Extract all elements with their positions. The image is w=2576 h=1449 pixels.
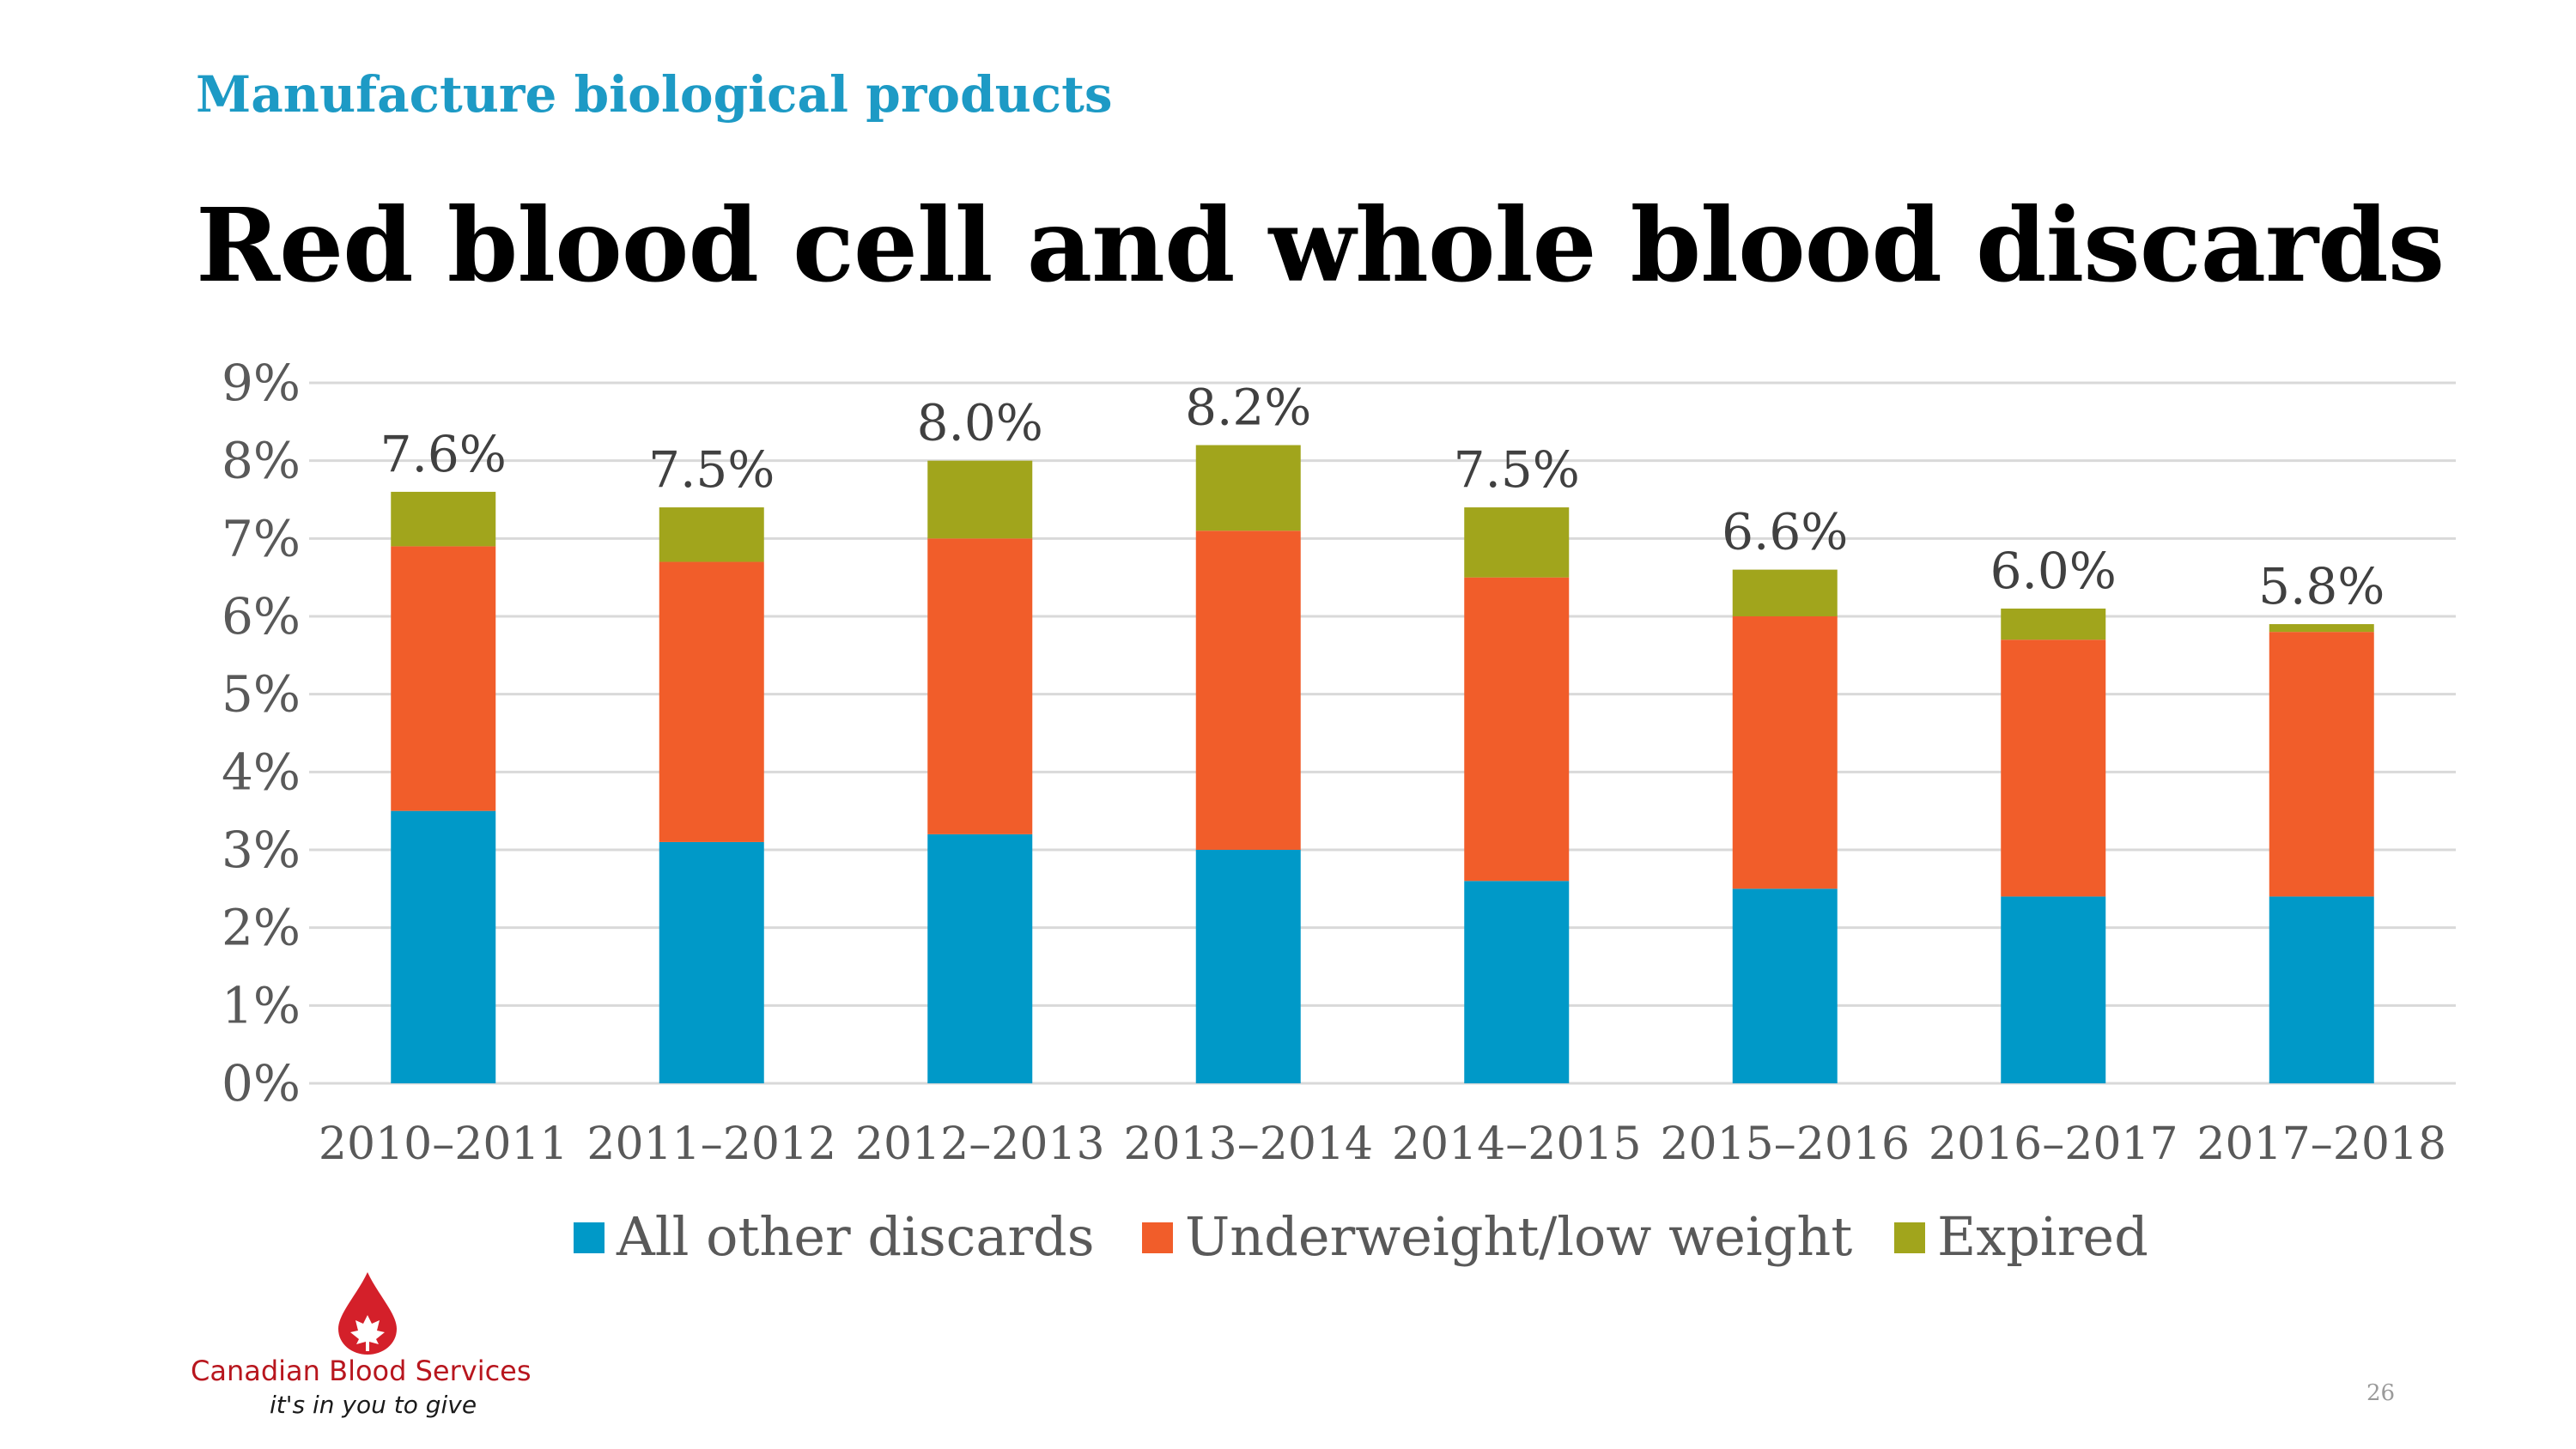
bar-segment-expired bbox=[2001, 608, 2106, 640]
total-data-label: 8.2% bbox=[1185, 379, 1311, 437]
x-tick-label: 2015–2016 bbox=[1660, 1119, 1910, 1170]
legend-label: All other discards bbox=[616, 1205, 1095, 1268]
total-data-label: 7.6% bbox=[380, 425, 507, 483]
slide-title: Red blood cell and whole blood discards bbox=[196, 185, 2445, 305]
bar-segment-underweight bbox=[391, 546, 496, 811]
page-number: 26 bbox=[2366, 1380, 2396, 1406]
y-tick-label: 0% bbox=[222, 1054, 301, 1113]
bar-segment-all-other bbox=[659, 841, 764, 1083]
y-tick-label: 2% bbox=[222, 899, 301, 957]
total-data-label: 5.8% bbox=[2258, 557, 2385, 615]
x-tick-label: 2010–2011 bbox=[319, 1119, 568, 1170]
y-tick-label: 3% bbox=[222, 821, 301, 879]
section-label: Manufacture biological products bbox=[196, 65, 1113, 124]
x-tick-label: 2017–2018 bbox=[2196, 1119, 2446, 1170]
bar-segment-all-other bbox=[1195, 850, 1301, 1083]
bar-segment-all-other bbox=[1732, 888, 1838, 1083]
legend-swatch bbox=[1142, 1222, 1173, 1253]
bar-segment-underweight bbox=[2269, 632, 2374, 897]
y-tick-label: 4% bbox=[222, 743, 301, 801]
bar-segment-expired bbox=[391, 491, 496, 547]
bar-segment-all-other bbox=[1464, 881, 1570, 1083]
legend-swatch bbox=[1894, 1222, 1925, 1253]
bar-segment-expired bbox=[2269, 624, 2374, 633]
y-tick-label: 6% bbox=[222, 587, 301, 646]
total-data-label: 7.5% bbox=[648, 440, 775, 499]
x-tick-label: 2011–2012 bbox=[586, 1119, 836, 1170]
bar-segment-all-other bbox=[927, 834, 1033, 1083]
bar-segment-all-other bbox=[2269, 896, 2374, 1083]
legend-label: Expired bbox=[1937, 1205, 2148, 1268]
bar-segment-underweight bbox=[1464, 577, 1570, 882]
total-data-label: 6.6% bbox=[1722, 503, 1848, 561]
bar-segment-expired bbox=[1464, 507, 1570, 578]
bar-segment-underweight bbox=[1195, 530, 1301, 850]
logo-name: Canadian Blood Services bbox=[191, 1355, 532, 1387]
y-tick-label: 9% bbox=[222, 354, 301, 412]
bar-segment-expired bbox=[1195, 445, 1301, 531]
logo-tagline: it's in you to give bbox=[270, 1391, 477, 1419]
bar-segment-underweight bbox=[659, 561, 764, 842]
bar-segment-expired bbox=[659, 507, 764, 562]
bar-segment-all-other bbox=[391, 810, 496, 1083]
y-tick-label: 5% bbox=[222, 665, 301, 724]
bar-segment-underweight bbox=[927, 538, 1033, 834]
bar-segment-underweight bbox=[2001, 640, 2106, 897]
x-tick-label: 2013–2014 bbox=[1123, 1119, 1373, 1170]
y-tick-label: 1% bbox=[222, 976, 301, 1034]
bar-segment-underweight bbox=[1732, 616, 1838, 889]
logo: Canadian Blood Services it's in you to g… bbox=[187, 1270, 532, 1425]
legend-label: Underweight/low weight bbox=[1185, 1205, 1852, 1268]
bar-segment-all-other bbox=[2001, 896, 2106, 1083]
y-tick-label: 7% bbox=[222, 509, 301, 567]
bar-segment-expired bbox=[927, 460, 1033, 539]
legend-swatch bbox=[574, 1222, 605, 1253]
total-data-label: 8.0% bbox=[917, 394, 1043, 452]
x-tick-label: 2014–2015 bbox=[1392, 1119, 1642, 1170]
bar-segment-expired bbox=[1732, 569, 1838, 616]
total-data-label: 7.5% bbox=[1454, 440, 1580, 499]
total-data-label: 6.0% bbox=[1990, 542, 2117, 600]
blood-drop-maple-leaf-icon bbox=[338, 1272, 397, 1355]
y-tick-label: 8% bbox=[222, 432, 301, 490]
x-tick-label: 2016–2017 bbox=[1929, 1119, 2178, 1170]
x-tick-label: 2012–2013 bbox=[855, 1119, 1105, 1170]
